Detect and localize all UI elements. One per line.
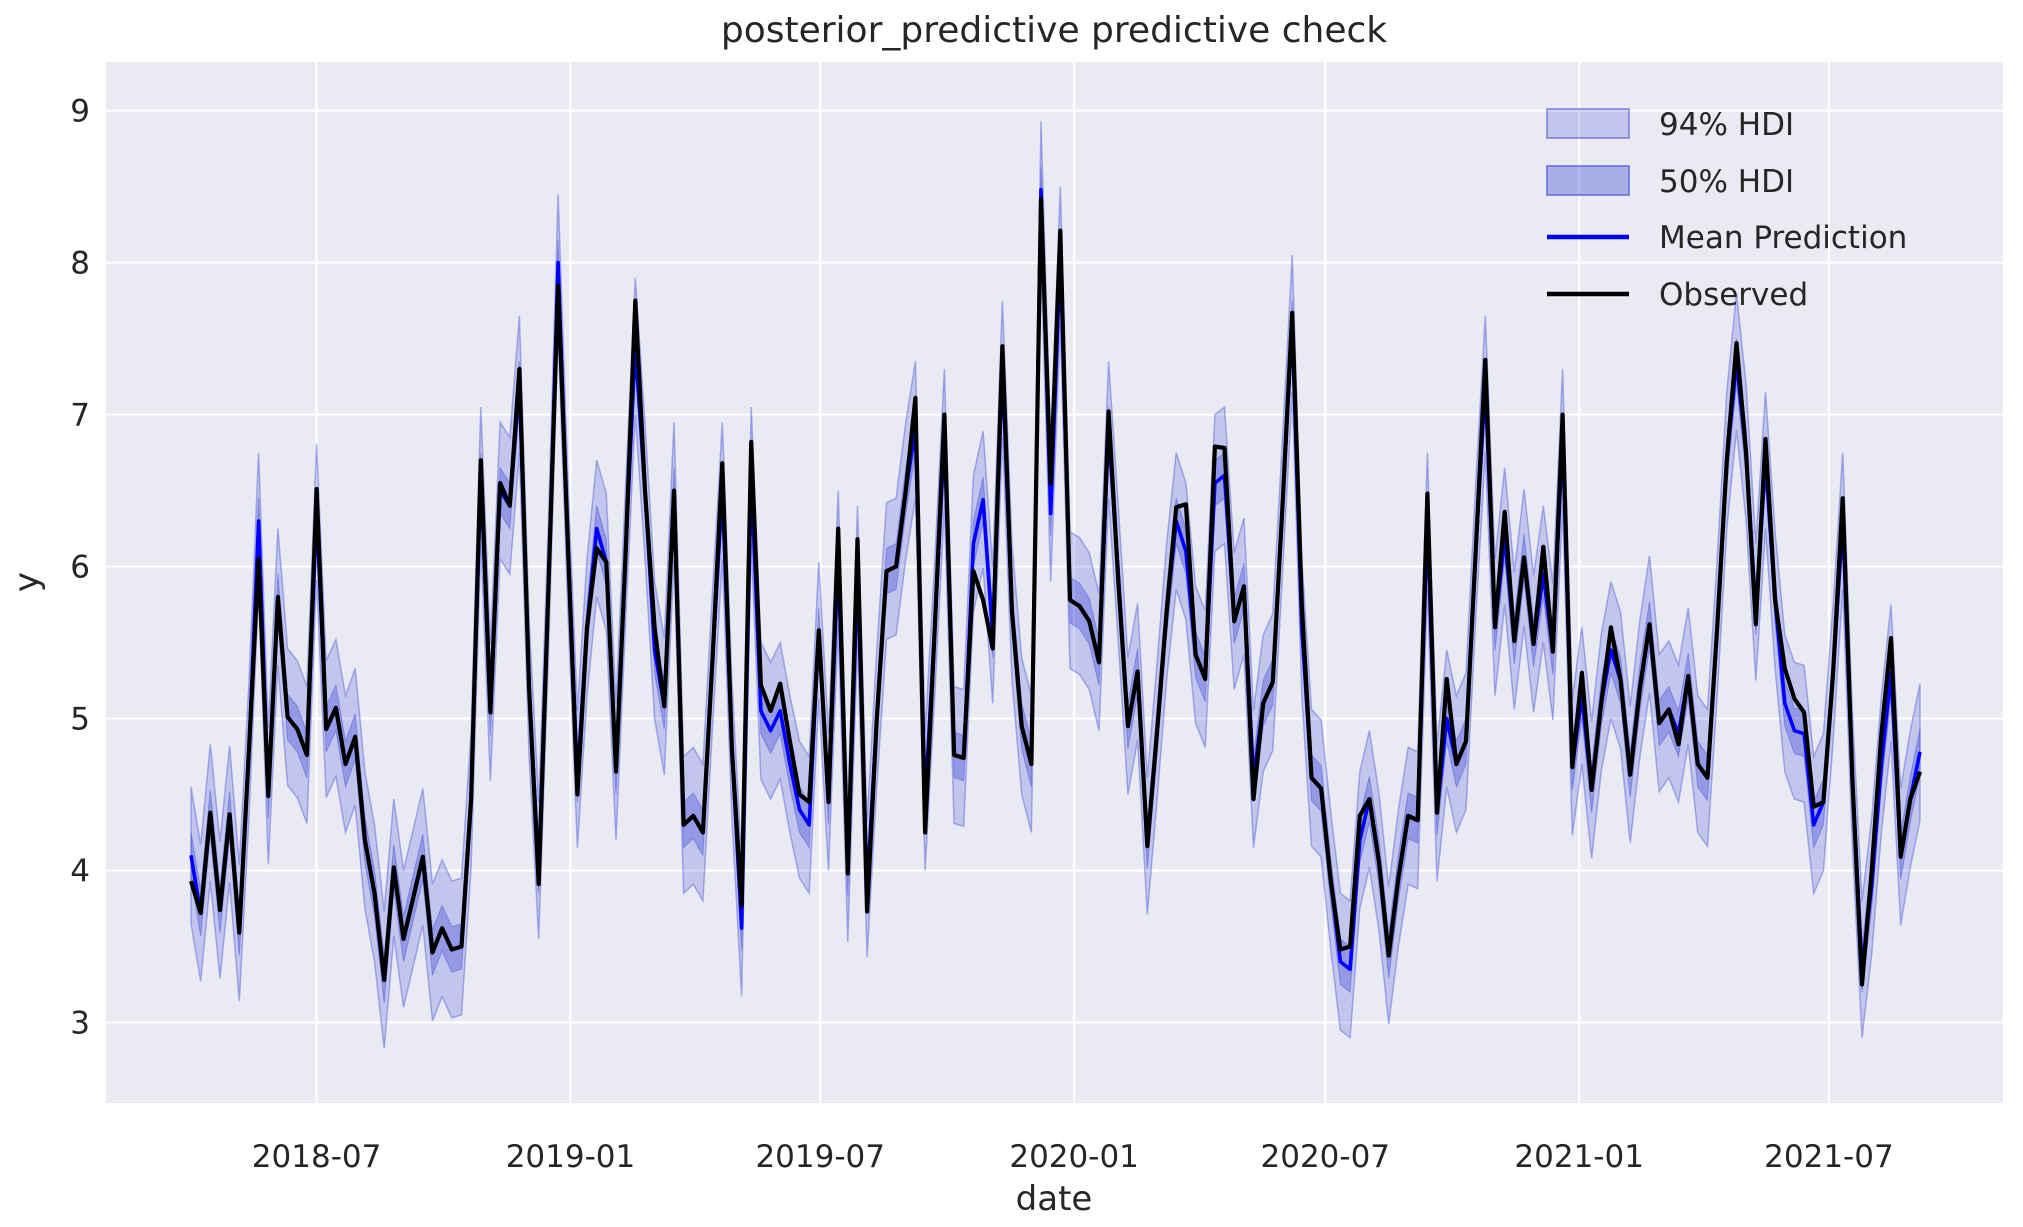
y-tick-labels: 3 4 5 6 7 8 9 — [70, 94, 90, 1042]
observed-line — [188, 196, 1922, 987]
legend-label-94hdi: 94% HDI — [1659, 107, 1794, 143]
legend-label-observed: Observed — [1659, 277, 1808, 313]
legend-swatch-50hdi-patch — [1546, 165, 1630, 196]
x-axis-label: date — [1016, 1179, 1093, 1219]
legend-label-mean-prediction: Mean Prediction — [1659, 220, 1907, 256]
y-tick-label: 3 — [70, 1005, 90, 1041]
x-tick-label: 2019-07 — [755, 1139, 885, 1175]
y-tick-label: 5 — [70, 702, 90, 738]
y-tick-label: 6 — [70, 550, 90, 586]
y-axis-label: y — [7, 572, 47, 592]
x-tick-label: 2021-01 — [1514, 1139, 1644, 1175]
x-tick-label: 2020-07 — [1261, 1139, 1391, 1175]
legend: 94% HDI 50% HDI Mean Prediction Observed — [1546, 107, 1907, 313]
x-tick-label: 2020-01 — [1009, 1139, 1139, 1175]
x-tick-label: 2019-01 — [506, 1139, 636, 1175]
legend-label-50hdi: 50% HDI — [1659, 164, 1794, 200]
data-lines — [188, 187, 1922, 987]
x-tick-label: 2018-07 — [252, 1139, 382, 1175]
gridlines — [106, 62, 2003, 1103]
hdi-94-band — [190, 121, 1921, 1049]
y-tick-label: 9 — [70, 94, 90, 130]
x-tick-labels: 2018-07 2019-01 2019-07 2020-01 2020-07 2021-… — [252, 1139, 1894, 1175]
plot-area — [106, 62, 2003, 1103]
legend-swatch-94hdi-patch — [1546, 108, 1630, 139]
y-tick-label: 8 — [70, 246, 90, 282]
chart-title: posterior_predictive predictive check — [721, 10, 1387, 51]
y-tick-label: 4 — [70, 853, 90, 889]
y-tick-label: 7 — [70, 398, 90, 434]
x-tick-label: 2021-07 — [1764, 1139, 1894, 1175]
